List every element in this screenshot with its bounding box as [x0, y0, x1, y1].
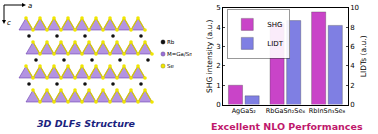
svg-text:c: c	[7, 19, 11, 27]
svg-text:5: 5	[216, 4, 220, 12]
svg-text:10: 10	[350, 4, 359, 12]
svg-text:3D DLFs Structure: 3D DLFs Structure	[37, 118, 136, 129]
svg-text:LIDTs (a.u.): LIDTs (a.u.)	[359, 35, 368, 77]
svg-text:a: a	[28, 2, 32, 10]
svg-text:Se: Se	[167, 63, 174, 69]
svg-text:6: 6	[350, 43, 355, 51]
svg-text:3: 3	[216, 43, 220, 51]
svg-text:0: 0	[216, 101, 220, 109]
svg-text:0: 0	[350, 101, 354, 109]
svg-text:Excellent NLO Performances: Excellent NLO Performances	[211, 121, 363, 132]
svg-text:SHG intensity (a.u.): SHG intensity (a.u.)	[205, 19, 214, 93]
svg-text:AgGaS₂: AgGaS₂	[232, 107, 257, 115]
svg-text:4: 4	[216, 24, 221, 32]
svg-text:RbInSn₃Se₈: RbInSn₃Se₈	[309, 107, 346, 115]
svg-text:2: 2	[350, 82, 354, 90]
svg-text:LIDT: LIDT	[267, 40, 283, 48]
svg-text:Rb: Rb	[167, 39, 175, 45]
svg-text:1: 1	[216, 82, 220, 90]
svg-text:8: 8	[350, 24, 354, 32]
svg-text:4: 4	[350, 62, 355, 70]
svg-text:SHG: SHG	[267, 21, 282, 29]
svg-text:M=Ga/Sn: M=Ga/Sn	[167, 51, 192, 57]
svg-text:2: 2	[216, 62, 220, 70]
svg-text:RbGaSn₂Se₆: RbGaSn₂Se₆	[266, 107, 306, 115]
